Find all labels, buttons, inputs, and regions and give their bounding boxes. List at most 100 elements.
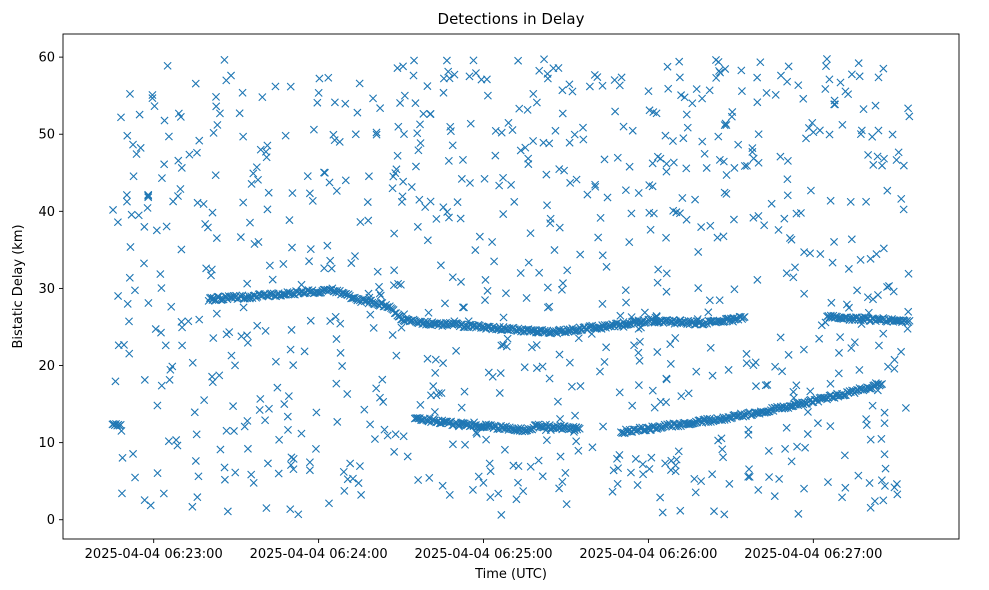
- data-point-marker: [499, 210, 508, 219]
- data-point-marker: [792, 381, 801, 390]
- data-point-marker: [305, 458, 314, 467]
- data-point-marker: [383, 431, 392, 440]
- data-point-marker: [879, 496, 888, 505]
- data-point-marker: [591, 182, 600, 191]
- data-point-marker: [466, 119, 475, 128]
- data-point-marker: [643, 423, 652, 432]
- data-point-marker: [286, 345, 295, 354]
- data-point-marker: [669, 158, 678, 167]
- data-point-marker: [662, 269, 671, 278]
- data-point-marker: [800, 289, 809, 298]
- y-tick-label: 40: [38, 205, 55, 220]
- data-point-marker: [596, 213, 605, 222]
- data-point-marker: [300, 347, 309, 356]
- data-point-marker: [319, 285, 328, 294]
- data-point-marker: [871, 101, 880, 110]
- data-point-marker: [763, 380, 772, 389]
- data-point-marker: [846, 197, 855, 206]
- data-point-marker: [615, 450, 624, 459]
- data-point-marker: [448, 273, 457, 282]
- data-point-marker: [576, 250, 585, 259]
- data-point-marker: [483, 91, 492, 100]
- data-point-marker: [527, 326, 535, 335]
- data-point-marker: [753, 73, 762, 82]
- data-point-marker: [497, 510, 506, 519]
- data-point-marker: [389, 281, 398, 290]
- data-point-marker: [880, 408, 889, 417]
- data-point-marker: [120, 340, 129, 349]
- data-point-marker: [249, 478, 258, 487]
- data-point-marker: [412, 414, 421, 423]
- data-point-marker: [697, 223, 706, 232]
- data-point-marker: [456, 214, 465, 223]
- data-point-marker: [453, 198, 462, 207]
- data-point-marker: [512, 495, 521, 504]
- data-point-marker: [144, 193, 153, 202]
- data-point-marker: [662, 374, 671, 383]
- data-point-marker: [425, 473, 434, 482]
- data-point-marker: [380, 425, 389, 434]
- data-point-marker: [754, 130, 763, 139]
- data-point-marker: [488, 238, 497, 246]
- data-point-marker: [164, 437, 173, 446]
- data-point-marker: [874, 341, 883, 350]
- data-point-marker: [628, 126, 637, 135]
- data-point-marker: [714, 132, 723, 141]
- data-point-marker: [766, 406, 775, 415]
- plot-area: [62, 33, 960, 540]
- data-point-marker: [411, 99, 420, 108]
- data-point-marker: [472, 429, 481, 438]
- data-point-marker: [905, 112, 914, 121]
- data-point-marker: [491, 126, 500, 135]
- data-point-marker: [789, 273, 798, 282]
- data-point-marker: [263, 205, 272, 214]
- data-point-marker: [901, 403, 910, 412]
- data-point-marker: [740, 312, 749, 321]
- data-point-marker: [188, 358, 197, 367]
- data-point-marker: [452, 346, 461, 355]
- data-point-marker: [661, 459, 670, 468]
- data-point-marker: [809, 128, 818, 137]
- data-point-marker: [781, 444, 790, 453]
- data-point-marker: [749, 361, 758, 370]
- data-point-marker: [157, 381, 166, 390]
- data-point-marker: [407, 316, 416, 325]
- data-point-marker: [153, 401, 162, 410]
- data-point-marker: [649, 209, 658, 218]
- data-point-marker: [789, 387, 798, 396]
- data-point-marker: [679, 134, 688, 143]
- data-point-marker: [429, 382, 438, 391]
- data-point-marker: [671, 467, 680, 476]
- data-point-marker: [874, 126, 883, 135]
- data-point-marker: [366, 310, 375, 319]
- data-point-marker: [245, 218, 254, 227]
- data-point-marker: [323, 241, 332, 250]
- data-point-marker: [599, 422, 608, 431]
- data-point-marker: [897, 347, 906, 356]
- data-point-marker: [705, 296, 714, 305]
- data-point-marker: [423, 236, 432, 245]
- data-point-marker: [662, 287, 671, 296]
- data-point-marker: [714, 436, 723, 445]
- data-point-marker: [556, 414, 565, 423]
- data-point-marker: [340, 290, 349, 299]
- data-point-marker: [471, 69, 480, 78]
- data-point-marker: [131, 473, 140, 482]
- data-point-marker: [146, 501, 155, 510]
- data-point-marker: [220, 55, 229, 64]
- data-point-marker: [834, 348, 843, 357]
- data-point-marker: [194, 472, 203, 481]
- data-point-marker: [388, 330, 397, 339]
- data-point-marker: [416, 120, 424, 129]
- data-point-marker: [691, 195, 700, 204]
- y-tick-label: 10: [38, 436, 55, 451]
- data-point-marker: [690, 474, 699, 483]
- data-point-marker: [388, 184, 397, 193]
- data-point-marker: [349, 293, 358, 302]
- data-point-marker: [854, 471, 863, 480]
- data-point-marker: [742, 349, 751, 358]
- data-point-marker: [465, 178, 474, 187]
- data-point-marker: [576, 382, 585, 391]
- data-point-marker: [263, 141, 272, 150]
- data-point-marker: [640, 308, 649, 317]
